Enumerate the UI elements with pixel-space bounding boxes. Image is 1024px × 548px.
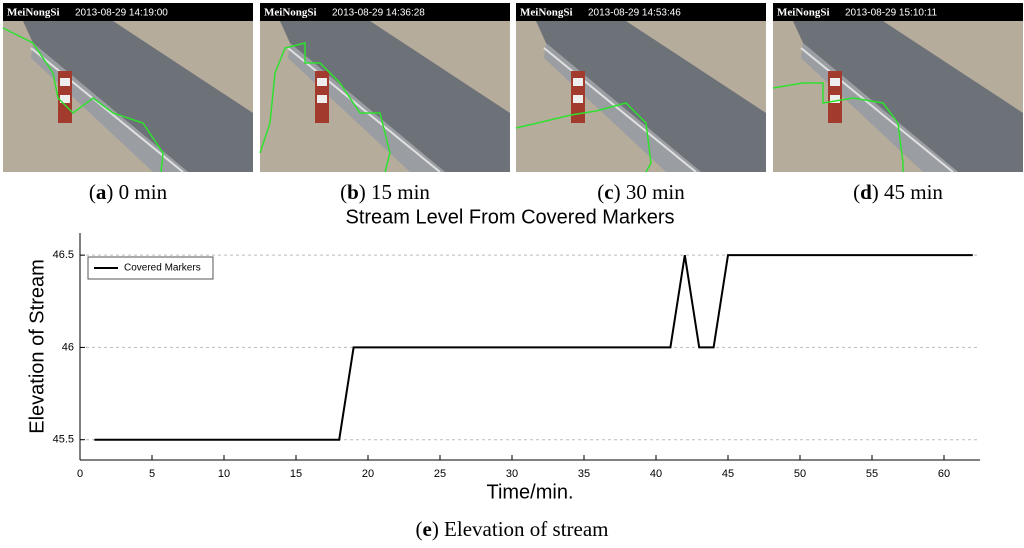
caption: (c) 30 min: [597, 180, 685, 204]
photo: MeiNongSi 2013-08-29 14:36:28: [259, 3, 510, 173]
x-tick-label: 35: [578, 468, 590, 480]
y-axis-label: Elevation of Stream: [26, 259, 48, 434]
water-outline: [515, 102, 652, 173]
x-tick-label: 10: [218, 468, 230, 480]
caption-run: c: [604, 180, 613, 204]
marker-plate: [830, 95, 840, 103]
x-tick-label: 55: [866, 468, 878, 480]
marker-plate: [317, 78, 327, 86]
caption-run: ) 30 min: [614, 180, 686, 204]
bridge: [536, 21, 766, 172]
marker-plate: [830, 78, 840, 86]
caption: (d) 45 min: [853, 180, 943, 204]
bridge-rail: [800, 47, 954, 173]
bridge: [280, 21, 510, 172]
photo-header: [516, 3, 766, 21]
photo-header: [3, 3, 253, 21]
x-tick-label: 15: [290, 468, 302, 480]
x-tick-label: 30: [506, 468, 518, 480]
caption-run: (: [597, 180, 604, 204]
caption-run: ) 45 min: [872, 180, 944, 204]
x-axis-label: Time/min.: [486, 481, 573, 503]
photo-header: [773, 3, 1023, 21]
water-outline: [772, 82, 904, 172]
x-tick-label: 5: [149, 468, 155, 480]
caption-run: ) 15 min: [359, 180, 431, 204]
x-tick-label: 25: [434, 468, 446, 480]
caption-run: (: [89, 180, 96, 204]
bridge: [793, 21, 1023, 172]
photo: MeiNongSi 2013-08-29 15:10:11: [772, 3, 1023, 173]
caption-run: (: [415, 517, 422, 541]
water-outline: [259, 42, 391, 173]
x-tick-label: 60: [938, 468, 950, 480]
legend-label: Covered Markers: [124, 263, 201, 274]
bridge-rail: [287, 47, 441, 173]
x-tick-label: 50: [794, 468, 806, 480]
marker-plate: [573, 95, 583, 103]
caption-run: a: [96, 180, 107, 204]
marker-plate: [60, 95, 70, 103]
caption-run: d: [860, 180, 872, 204]
marker-plate: [573, 78, 583, 86]
x-tick-label: 20: [362, 468, 374, 480]
timestamp: 2013-08-29 14:53:46: [588, 8, 681, 19]
caption-run: e: [422, 517, 431, 541]
y-tick-label: 46: [62, 341, 74, 353]
bridge-rail: [543, 47, 697, 173]
caption-run: ) 0 min: [106, 180, 167, 204]
caption: (b) 15 min: [340, 180, 430, 204]
caption: (a) 0 min: [89, 180, 168, 204]
photo-header: [260, 3, 510, 21]
timestamp: 2013-08-29 15:10:11: [845, 8, 938, 19]
caption: (e) Elevation of stream: [415, 517, 608, 541]
chart-title: Stream Level From Covered Markers: [346, 206, 675, 228]
marker-plate: [317, 95, 327, 103]
photo: MeiNongSi 2013-08-29 14:19:00: [2, 3, 253, 173]
x-tick-label: 0: [77, 468, 83, 480]
station-name: MeiNongSi: [777, 7, 830, 19]
y-tick-label: 45.5: [53, 434, 74, 446]
caption-run: (: [853, 180, 860, 204]
data-line: [94, 254, 973, 441]
water-outline: [2, 27, 164, 173]
y-tick-label: 46.5: [53, 249, 74, 261]
marker-plate: [60, 78, 70, 86]
station-name: MeiNongSi: [7, 7, 60, 19]
timestamp: 2013-08-29 14:19:00: [75, 8, 168, 19]
bridge: [23, 21, 253, 172]
x-tick-label: 45: [722, 468, 734, 480]
station-name: MeiNongSi: [264, 7, 317, 19]
legend-box: [87, 256, 214, 280]
caption-run: ) Elevation of stream: [432, 517, 609, 541]
bridge-rail: [30, 47, 184, 173]
caption-run: (: [340, 180, 347, 204]
station-name: MeiNongSi: [520, 7, 573, 19]
x-tick-label: 40: [650, 468, 662, 480]
caption-run: b: [347, 180, 359, 204]
timestamp: 2013-08-29 14:36:28: [332, 8, 425, 19]
photo: MeiNongSi 2013-08-29 14:53:46: [515, 3, 766, 173]
